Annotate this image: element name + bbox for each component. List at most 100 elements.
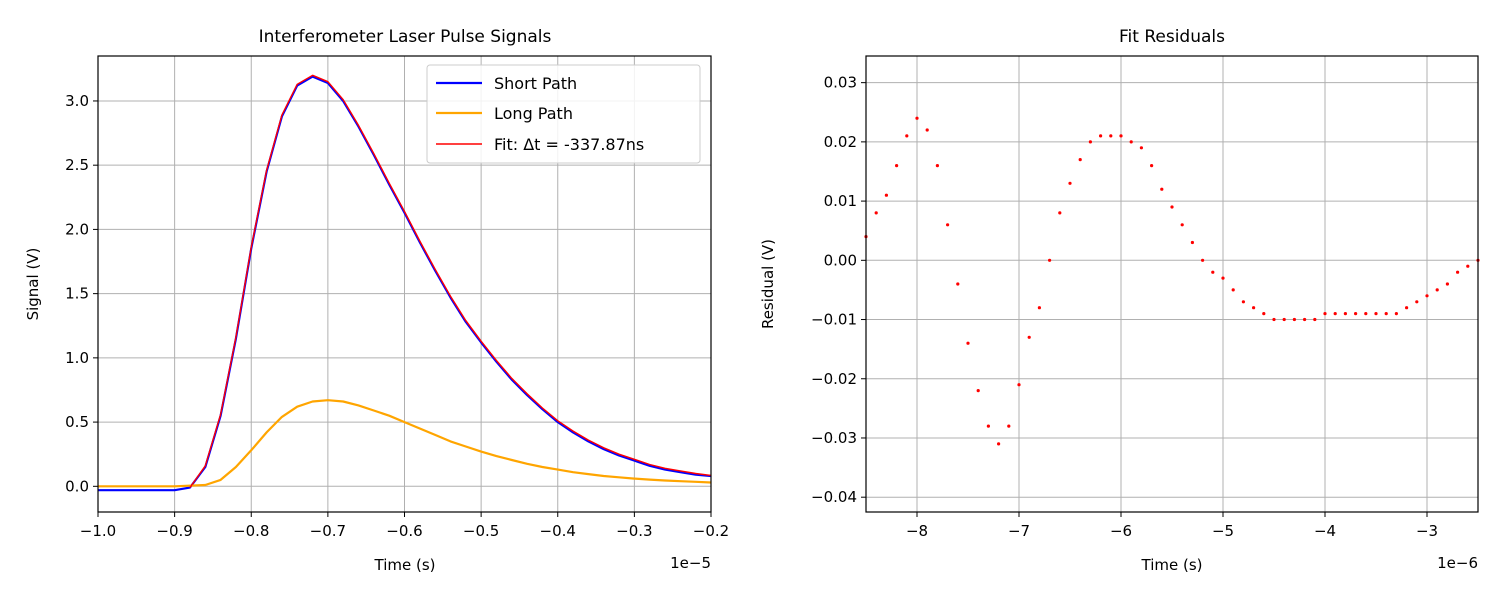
signals-x-tick-label: −0.3 bbox=[616, 522, 652, 540]
residuals-point bbox=[1445, 282, 1449, 286]
residuals-point bbox=[976, 389, 980, 393]
signals-y-axis-label: Signal (V) bbox=[24, 248, 42, 321]
signals-x-offset-label: 1e−5 bbox=[670, 554, 711, 572]
residuals-point bbox=[1282, 317, 1286, 322]
residuals-point bbox=[1037, 306, 1041, 310]
residuals-point bbox=[1394, 312, 1398, 316]
residuals-y-axis-label: Residual (V) bbox=[759, 239, 777, 329]
residuals-point bbox=[1007, 424, 1011, 428]
residuals-point bbox=[1211, 270, 1215, 274]
legend-frame bbox=[426, 64, 701, 164]
residuals-y-tick-label: 0.01 bbox=[824, 192, 857, 210]
residuals-x-axis-label: Time (s) bbox=[1141, 556, 1203, 574]
signals-chart: Interferometer Laser Pulse Signals −1.0 −… bbox=[24, 27, 729, 574]
residuals-ticks: −8 −7 −6 −5 −4 −3 −0.04 −0.03 −0.02 −0.01 0.00 0.01… bbox=[811, 74, 1438, 540]
signals-x-tick-label: −0.6 bbox=[386, 522, 422, 540]
residuals-point bbox=[1425, 294, 1429, 298]
residuals-point bbox=[1160, 187, 1164, 191]
residuals-point bbox=[1252, 306, 1256, 310]
residuals-x-tick-label: −4 bbox=[1314, 522, 1336, 540]
residuals-point bbox=[997, 442, 1001, 446]
residuals-point bbox=[1364, 312, 1368, 316]
signals-y-tick-label: 0.5 bbox=[65, 413, 89, 431]
residuals-point bbox=[1374, 312, 1378, 316]
residuals-y-tick-label: −0.01 bbox=[811, 311, 857, 329]
signals-y-tick-label: 2.0 bbox=[65, 220, 89, 238]
residuals-point bbox=[935, 164, 940, 168]
signals-y-tick-label: 1.0 bbox=[65, 349, 89, 367]
residuals-point bbox=[1088, 140, 1092, 144]
signals-legend: Short Path Long Path Fit: Δt = -337.87ns bbox=[426, 64, 701, 164]
residuals-y-tick-label: 0.00 bbox=[824, 251, 857, 269]
residuals-point bbox=[1354, 312, 1358, 316]
residuals-point bbox=[1435, 288, 1439, 292]
residuals-point bbox=[1323, 312, 1327, 316]
residuals-point bbox=[1466, 264, 1470, 268]
residuals-y-tick-label: 0.02 bbox=[824, 133, 857, 151]
residuals-point bbox=[1201, 258, 1205, 262]
signals-series-line-2 bbox=[189, 74, 712, 489]
signals-series-line-1 bbox=[98, 399, 712, 488]
residuals-point bbox=[1190, 240, 1194, 245]
residuals-point bbox=[1058, 211, 1062, 215]
residuals-point bbox=[1027, 335, 1031, 339]
residuals-point bbox=[1272, 317, 1276, 322]
signals-y-tick-label: 3.0 bbox=[65, 92, 89, 110]
residuals-point bbox=[1048, 258, 1052, 262]
residuals-x-offset-label: 1e−6 bbox=[1437, 554, 1478, 572]
residuals-point bbox=[1313, 317, 1317, 322]
residuals-point bbox=[1343, 312, 1347, 316]
residuals-grid bbox=[866, 56, 1478, 512]
residuals-x-tick-label: −8 bbox=[906, 522, 928, 540]
residuals-point bbox=[956, 282, 960, 286]
legend-label-short-path: Short Path bbox=[494, 74, 577, 93]
residuals-point bbox=[946, 223, 950, 227]
residuals-point bbox=[1456, 270, 1460, 274]
signals-x-tick-label: −0.5 bbox=[463, 522, 499, 540]
legend-label-long-path: Long Path bbox=[494, 104, 573, 123]
residuals-point bbox=[905, 134, 909, 138]
signals-ticks: −1.0 −0.9 −0.8 −0.7 −0.6 −0.5 −0.4 −0.3 −0.2 0.0 0… bbox=[65, 92, 729, 540]
signals-x-tick-label: −0.9 bbox=[156, 522, 192, 540]
residuals-point bbox=[1109, 134, 1113, 138]
residuals-point bbox=[1415, 300, 1419, 304]
signals-chart-title: Interferometer Laser Pulse Signals bbox=[259, 27, 552, 47]
signals-x-tick-label: −0.4 bbox=[540, 522, 576, 540]
residuals-y-tick-label: −0.02 bbox=[811, 370, 857, 388]
residuals-point bbox=[895, 164, 899, 168]
residuals-point bbox=[966, 341, 970, 345]
residuals-point bbox=[1241, 300, 1245, 304]
residuals-point bbox=[1180, 223, 1184, 227]
residuals-y-tick-label: −0.03 bbox=[811, 429, 857, 447]
residuals-point bbox=[986, 424, 991, 428]
residuals-point bbox=[884, 193, 889, 197]
signals-y-tick-label: 0.0 bbox=[65, 477, 89, 495]
residuals-point bbox=[1139, 146, 1143, 150]
residuals-point bbox=[1129, 140, 1133, 144]
residuals-point bbox=[874, 211, 878, 215]
residuals-series bbox=[864, 116, 1480, 446]
legend-label-fit: Fit: Δt = -337.87ns bbox=[494, 135, 644, 154]
residuals-point bbox=[1017, 383, 1021, 387]
signals-series bbox=[98, 74, 712, 492]
residuals-point bbox=[1292, 317, 1296, 322]
residuals-x-tick-label: −3 bbox=[1416, 522, 1438, 540]
signals-x-tick-label: −1.0 bbox=[80, 522, 116, 540]
residuals-point bbox=[1384, 312, 1388, 316]
residuals-point bbox=[1099, 134, 1103, 138]
residuals-point bbox=[1231, 288, 1235, 292]
residuals-x-tick-label: −6 bbox=[1110, 522, 1132, 540]
residuals-y-tick-label: −0.04 bbox=[811, 488, 857, 506]
signals-x-tick-label: −0.8 bbox=[233, 522, 269, 540]
residuals-plot-frame bbox=[865, 55, 1479, 513]
residuals-x-tick-label: −5 bbox=[1212, 522, 1234, 540]
residuals-point bbox=[915, 116, 919, 120]
residuals-point bbox=[925, 128, 929, 132]
signals-x-tick-label: −0.7 bbox=[310, 522, 346, 540]
residuals-point bbox=[1150, 164, 1154, 168]
residuals-point bbox=[1333, 312, 1337, 316]
residuals-chart: Fit Residuals −8 −7 −6 −5 −4 −3 −0.04 −0.03 −0.0… bbox=[759, 27, 1480, 574]
residuals-point bbox=[1078, 158, 1082, 162]
residuals-point bbox=[1405, 306, 1409, 310]
